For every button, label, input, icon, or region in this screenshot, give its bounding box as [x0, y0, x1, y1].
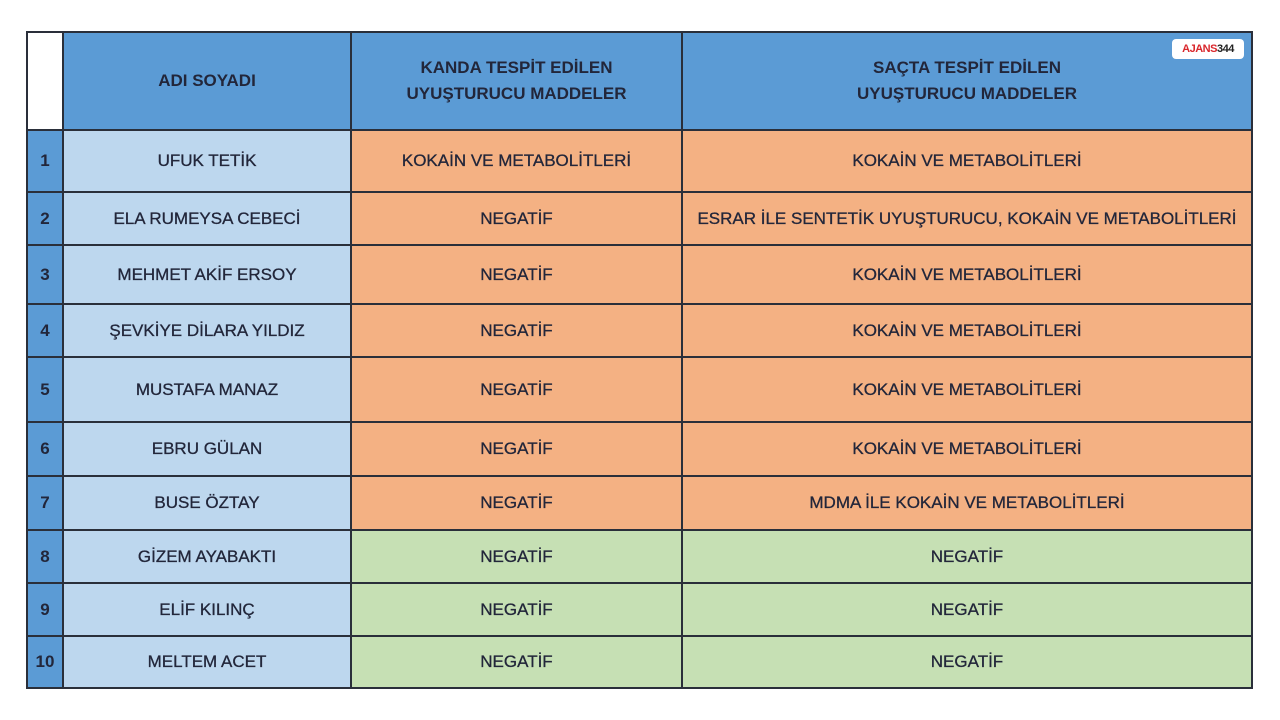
logo-text-a: AJANS: [1182, 43, 1217, 55]
row-number: 1: [26, 129, 64, 193]
blood-result: NEGATİF: [350, 356, 683, 423]
hair-result: KOKAİN VE METABOLİTLERİ: [681, 244, 1253, 305]
person-name: ELİF KILINÇ: [62, 582, 352, 637]
person-name: MEHMET AKİF ERSOY: [62, 244, 352, 305]
row-number: 9: [26, 582, 64, 637]
hair-result: MDMA İLE KOKAİN VE METABOLİTLERİ: [681, 475, 1253, 531]
table-row: 4 ŞEVKİYE DİLARA YILDIZ NEGATİF KOKAİN V…: [26, 303, 1253, 358]
header-hair-line2: UYUŞTURUCU MADDELER: [856, 84, 1078, 103]
person-name: ŞEVKİYE DİLARA YILDIZ: [62, 303, 352, 358]
person-name: EBRU GÜLAN: [62, 421, 352, 477]
blood-result: KOKAİN VE METABOLİTLERİ: [350, 129, 683, 193]
hair-result: NEGATİF: [681, 582, 1253, 637]
table-row: 3 MEHMET AKİF ERSOY NEGATİF KOKAİN VE ME…: [26, 244, 1253, 305]
hair-result: KOKAİN VE METABOLİTLERİ: [681, 303, 1253, 358]
blood-result: NEGATİF: [350, 582, 683, 637]
table-row: 5 MUSTAFA MANAZ NEGATİF KOKAİN VE METABO…: [26, 356, 1253, 423]
hair-result: NEGATİF: [681, 635, 1253, 689]
blood-result: NEGATİF: [350, 191, 683, 246]
hair-result: KOKAİN VE METABOLİTLERİ: [681, 356, 1253, 423]
table-row: 2 ELA RUMEYSA CEBECİ NEGATİF ESRAR İLE S…: [26, 191, 1253, 246]
blood-result: NEGATİF: [350, 635, 683, 689]
corner-cell: [26, 31, 64, 131]
row-number: 3: [26, 244, 64, 305]
table-row: 9 ELİF KILINÇ NEGATİF NEGATİF: [26, 582, 1253, 637]
header-hair: SAÇTA TESPİT EDİLEN UYUŞTURUCU MADDELER: [681, 31, 1253, 131]
table-row: 6 EBRU GÜLAN NEGATİF KOKAİN VE METABOLİT…: [26, 421, 1253, 477]
person-name: MUSTAFA MANAZ: [62, 356, 352, 423]
header-name: ADI SOYADI: [62, 31, 352, 131]
row-number: 10: [26, 635, 64, 689]
hair-result: KOKAİN VE METABOLİTLERİ: [681, 421, 1253, 477]
hair-result: KOKAİN VE METABOLİTLERİ: [681, 129, 1253, 193]
person-name: GİZEM AYABAKTI: [62, 529, 352, 584]
row-number: 8: [26, 529, 64, 584]
row-number: 4: [26, 303, 64, 358]
blood-result: NEGATİF: [350, 421, 683, 477]
header-row: ADI SOYADI KANDA TESPİT EDİLEN UYUŞTURUCU…: [26, 31, 1253, 131]
table-row: 8 GİZEM AYABAKTI NEGATİF NEGATİF: [26, 529, 1253, 584]
row-number: 6: [26, 421, 64, 477]
row-number: 2: [26, 191, 64, 246]
person-name: BUSE ÖZTAY: [62, 475, 352, 531]
row-number: 5: [26, 356, 64, 423]
hair-result: ESRAR İLE SENTETİK UYUŞTURUCU, KOKAİN VE…: [681, 191, 1253, 246]
person-name: UFUK TETİK: [62, 129, 352, 193]
blood-result: NEGATİF: [350, 529, 683, 584]
row-number: 7: [26, 475, 64, 531]
person-name: ELA RUMEYSA CEBECİ: [62, 191, 352, 246]
header-blood-line1: KANDA TESPİT EDİLEN: [420, 58, 613, 77]
header-blood-line2: UYUŞTURUCU MADDELER: [406, 84, 627, 103]
table-row: 7 BUSE ÖZTAY NEGATİF MDMA İLE KOKAİN VE …: [26, 475, 1253, 531]
person-name: MELTEM ACET: [62, 635, 352, 689]
blood-result: NEGATİF: [350, 244, 683, 305]
blood-result: NEGATİF: [350, 475, 683, 531]
table-row: 10 MELTEM ACET NEGATİF NEGATİF: [26, 635, 1253, 689]
logo-text-b: 344: [1216, 43, 1234, 55]
header-hair-line1: SAÇTA TESPİT EDİLEN: [873, 58, 1061, 77]
results-table: ADI SOYADI KANDA TESPİT EDİLEN UYUŞTURUCU…: [26, 31, 1253, 689]
header-blood: KANDA TESPİT EDİLEN UYUŞTURUCU MADDELER: [350, 31, 683, 131]
hair-result: NEGATİF: [681, 529, 1253, 584]
table-row: 1 UFUK TETİK KOKAİN VE METABOLİTLERİ KOK…: [26, 129, 1253, 193]
blood-result: NEGATİF: [350, 303, 683, 358]
ajans344-logo: AJANS344: [1172, 39, 1244, 59]
